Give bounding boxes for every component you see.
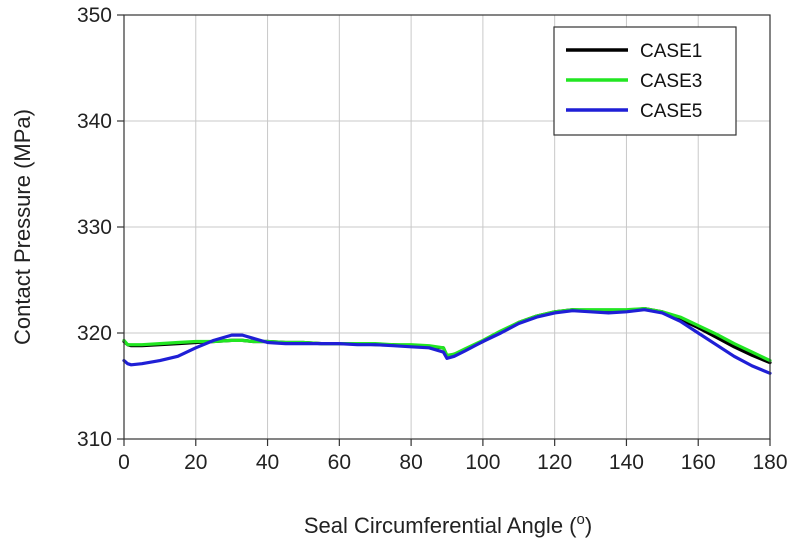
y-tick-label: 340 <box>77 110 112 133</box>
legend-items: CASE1 CASE3 CASE5 <box>566 41 702 122</box>
y-tick-label: 320 <box>77 322 112 345</box>
x-axis-title-close: ) <box>585 513 592 538</box>
y-tick-label: 350 <box>77 4 112 27</box>
x-tick-label: 80 <box>399 451 422 474</box>
x-axis-title: Seal Circumferential Angle (o) <box>304 511 592 538</box>
y-tick-label: 310 <box>77 428 112 451</box>
x-axis-title-degree: o <box>577 511 585 528</box>
series-line-case5 <box>122 308 772 375</box>
x-axis-title-main: Seal Circumferential Angle ( <box>304 513 577 538</box>
x-tick-label: 140 <box>609 451 644 474</box>
x-tick-label: 0 <box>118 451 130 474</box>
legend: CASE1 CASE3 CASE5 <box>553 26 737 136</box>
x-tick-label: 180 <box>752 451 787 474</box>
x-tick-label: 20 <box>184 451 207 474</box>
x-tick-label: 40 <box>256 451 279 474</box>
axis-ticks: 0 20 40 60 80 100 120 140 160 180 310 320 330 340 350 <box>77 4 788 474</box>
legend-label-case1: CASE1 <box>640 41 702 62</box>
legend-label-case5: CASE5 <box>640 101 702 122</box>
x-tick-label: 60 <box>328 451 351 474</box>
x-tick-label: 160 <box>681 451 716 474</box>
series-lines <box>122 307 772 375</box>
y-axis-title: Contact Pressure (MPa) <box>10 109 35 345</box>
x-tick-label: 100 <box>465 451 500 474</box>
x-tick-label: 120 <box>537 451 572 474</box>
legend-label-case3: CASE3 <box>640 71 702 92</box>
y-tick-label: 330 <box>77 216 112 239</box>
